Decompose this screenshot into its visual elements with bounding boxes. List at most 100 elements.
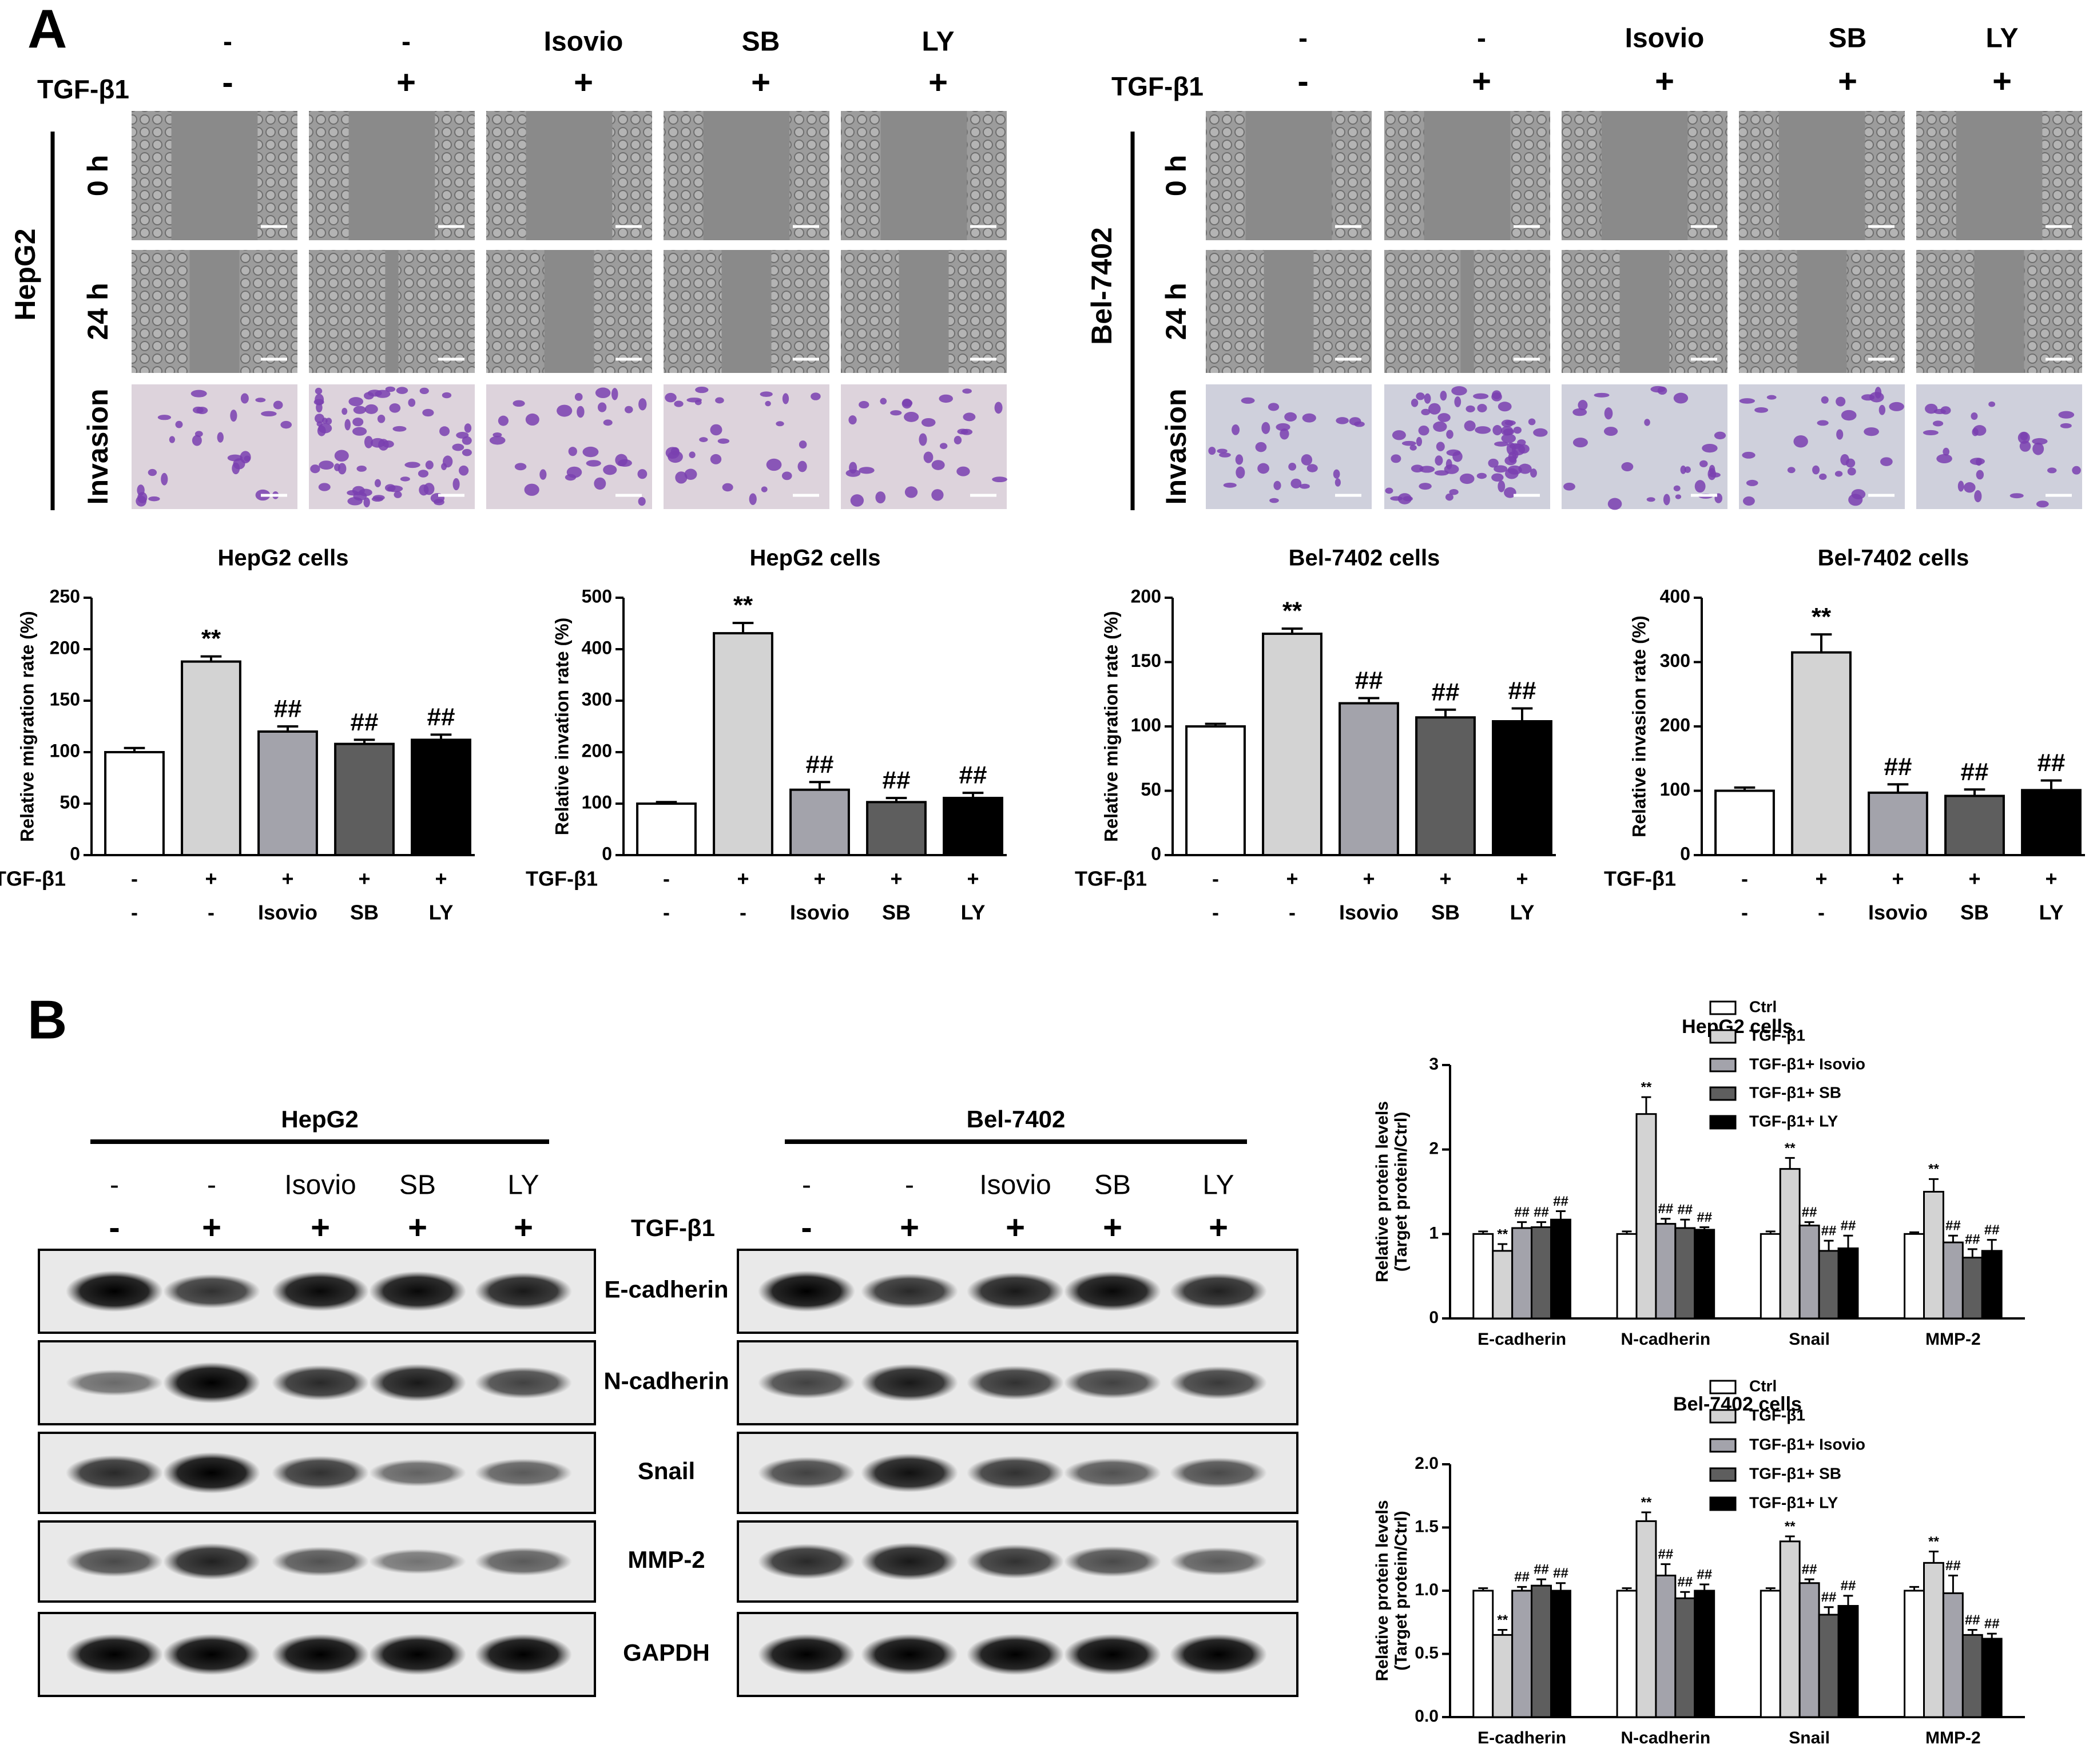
micrograph [1916,250,2082,373]
treatment-label: Isovio [1868,901,1928,924]
stained-cell [797,460,807,472]
bar [636,802,697,856]
blot-strip [737,1432,1298,1514]
significance-mark: ## [1508,677,1536,705]
stained-cell [850,494,864,507]
bar [789,788,850,856]
bar [1550,1218,1571,1320]
cell-monolayer-left [486,111,526,240]
row-label-0: 0 h [82,155,114,196]
tgf-sign: + [1992,62,2012,100]
stained-cell [615,454,628,467]
y-tick-label: 50 [1141,779,1161,800]
tgf-sign: + [900,1209,919,1246]
tgf-sign: + [202,1209,221,1246]
cell-monolayer-left [132,111,172,240]
blot-band [163,1274,260,1309]
stained-cell [1306,464,1318,472]
stained-cell [1504,456,1517,466]
treatment-label: SB [399,1170,436,1201]
stained-cell [1354,421,1365,427]
stained-cell [1435,455,1443,466]
treatment-label: - [110,1170,119,1201]
stained-cell [1819,473,1827,480]
y-tick-label: 200 [50,637,80,658]
stained-cell [1699,460,1708,467]
tgf-sign: + [1968,867,1980,891]
y-tick-label: 0 [70,843,80,864]
bar [257,730,318,856]
category-label: MMP-2 [1925,1330,1981,1349]
stained-cell [1299,483,1310,489]
stained-cell [374,479,381,487]
stained-cell [1680,465,1686,474]
blot-band [967,1544,1064,1579]
stained-cell [1288,463,1297,471]
stained-cell [1845,458,1856,468]
stained-cell [192,435,202,446]
treatment-label: - [1298,23,1308,54]
stained-cell [1257,463,1269,474]
y-tick-label: 400 [582,637,612,658]
stained-cell [1974,490,1982,503]
stained-cell [1976,470,1984,480]
stained-cell [514,463,527,471]
tgf-sign: + [2045,867,2057,891]
stained-cell [404,462,420,468]
treatment-label: - [208,901,215,924]
tgf-sign: - [109,1209,120,1246]
bar [1472,1590,1494,1718]
cell-monolayer-left [664,111,704,240]
stained-cell [217,432,224,443]
stained-cell [1836,429,1844,440]
bar [1674,1597,1696,1718]
blot-band [369,1549,466,1574]
stained-cell [1957,480,1964,492]
stained-cell [1416,392,1425,400]
stained-cell [419,387,429,395]
stained-cell [1836,396,1846,407]
stained-cell [1446,430,1453,439]
cell-monolayer-left [132,250,190,373]
tgf-sign: + [408,1209,427,1246]
bar-chart: 0 100 200 300 400 500 Relative invation rate (… [526,546,1007,924]
stained-cell [1236,466,1245,479]
bar [1492,1250,1514,1320]
y-tick-label: 500 [582,586,612,606]
category-label: MMP-2 [1925,1729,1981,1747]
significance-mark: ## [2038,749,2066,777]
stained-cell [1500,426,1514,436]
invasion-bg [1916,384,2082,509]
stained-cell [524,483,539,496]
y-tick-label: 300 [1660,650,1690,671]
stained-cell [1607,498,1622,510]
bar [1674,1227,1696,1320]
stained-cell [1401,440,1416,446]
blot-band [1064,1634,1161,1675]
stained-cell [1964,482,1976,493]
blot-band [272,1547,369,1576]
stained-cell [684,468,697,480]
stained-cell [1603,427,1618,436]
stained-cell [1492,425,1502,436]
bar [181,660,241,856]
treatment-label: Isovio [1339,901,1399,924]
stained-cell [1694,480,1706,493]
significance-mark: ## [1658,1547,1674,1562]
stained-cell [1208,447,1216,455]
stained-cell [1817,420,1829,426]
stained-cell [595,387,611,399]
treatment-label: - [905,1170,914,1201]
blot-strip [737,1520,1298,1603]
treatment-label: LY [1986,23,2019,54]
treatment-label: Isovio [284,1170,356,1201]
significance-mark: ## [1553,1566,1568,1581]
stained-cell [1684,466,1691,473]
cell-monolayer-left [1916,250,1975,373]
tgf-sign: - [801,1209,812,1246]
stained-cell [148,496,160,502]
tgf-sign: + [1006,1209,1025,1246]
stained-cell [1392,430,1406,440]
bar [1655,1223,1677,1320]
